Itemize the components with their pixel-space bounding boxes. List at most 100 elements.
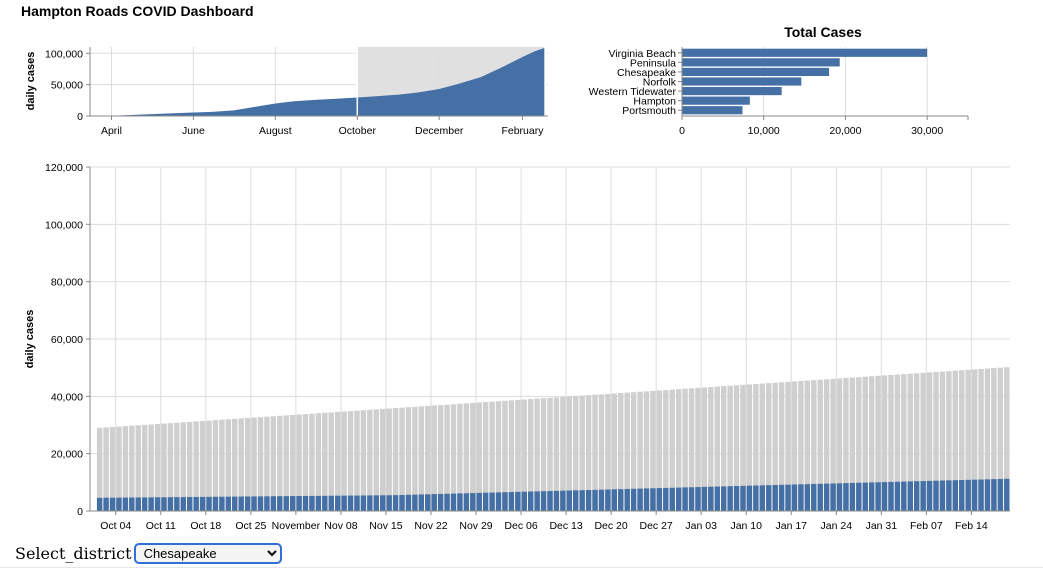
x-tick-label: Oct 04 — [100, 520, 131, 532]
total-cases-bar — [334, 411, 341, 511]
district-cases-bar — [875, 482, 881, 511]
district-cases-bar — [708, 486, 714, 511]
district-cases-bar — [347, 495, 354, 511]
district-cases-bar — [109, 497, 116, 511]
total-cases-bar — [277, 415, 283, 511]
total-cases-bar — [862, 376, 868, 511]
district-cases-bar — [991, 479, 997, 511]
bar-chesapeake — [682, 67, 830, 77]
x-tick-label: Dec 20 — [594, 520, 627, 532]
total-cases-bar — [309, 413, 315, 511]
x-tick-label: April — [101, 125, 122, 137]
total-cases-bar — [232, 418, 238, 511]
district-cases-bar — [926, 480, 933, 511]
x-tick-label: Nov 15 — [369, 520, 402, 532]
district-cases-bar — [830, 483, 836, 511]
district-cases-bar — [502, 492, 508, 511]
district-cases-bar — [244, 496, 251, 511]
total-cases-bar — [669, 389, 675, 511]
total-cases-bar — [772, 382, 778, 511]
y-tick-label: 100,000 — [45, 48, 83, 60]
total-cases-bar — [129, 425, 135, 511]
district-cases-bar — [669, 487, 675, 511]
daily-detail-chart: daily cases 0 20,000 40,000 60,000 80,000 100… — [24, 162, 1010, 532]
x-tick-label: 0 — [679, 125, 685, 137]
total-cases-bar — [650, 390, 656, 511]
district-cases-bar — [463, 493, 470, 511]
page-divider — [0, 567, 1043, 568]
total-cases-bar — [843, 377, 849, 511]
total-cases-bar — [624, 392, 630, 511]
district-cases-bar — [508, 492, 515, 511]
total-cases-bar — [289, 414, 296, 511]
district-cases-bar — [611, 489, 618, 511]
district-control: Select_district Chesapeake — [15, 542, 282, 564]
total-cases-bar — [141, 424, 148, 511]
total-cases-bar — [946, 371, 952, 511]
total-cases-bar — [508, 400, 515, 511]
district-cases-bar — [425, 494, 431, 511]
total-cases-bar — [367, 409, 373, 511]
total-cases-bar — [193, 421, 199, 511]
total-cases-bar — [759, 383, 766, 511]
district-cases-bar — [392, 495, 399, 511]
bar-portsmouth — [682, 106, 743, 115]
district-cases-bar — [778, 484, 785, 511]
district-cases-bar — [682, 487, 688, 511]
district-cases-bar — [354, 495, 360, 511]
district-cases-bar — [766, 485, 772, 511]
district-cases-bar — [939, 480, 946, 511]
x-tick-label: Dec 27 — [640, 520, 673, 532]
bar-virginia-beach — [682, 48, 928, 57]
total-cases-bar — [251, 417, 257, 511]
total-cases-bar — [212, 420, 219, 511]
x-tick-label: August — [259, 125, 292, 137]
x-tick-label: Jan 10 — [730, 520, 762, 532]
total-cases-bar — [573, 396, 579, 511]
cumulative-cases-area — [90, 47, 546, 116]
total-cases-bar — [502, 400, 508, 511]
total-cases-bar — [836, 378, 843, 511]
total-cases-bar — [96, 427, 103, 511]
district-cases-bar — [489, 492, 495, 511]
district-cases-bar — [341, 495, 347, 511]
district-cases-bar — [605, 489, 611, 511]
category-label: Western Tidewater — [589, 86, 677, 98]
total-cases-bar — [708, 387, 714, 511]
total-cases-bar — [412, 406, 418, 511]
total-cases-bar — [463, 403, 470, 511]
district-cases-bar — [534, 491, 540, 511]
x-tick-label: 20,000 — [829, 125, 861, 137]
total-cases-bar — [888, 374, 894, 511]
district-cases-bar — [315, 495, 322, 511]
total-cases-bar — [122, 426, 129, 511]
total-cases-bar — [167, 423, 174, 511]
total-cases-bar — [714, 386, 720, 511]
total-cases-bar — [154, 423, 161, 511]
district-cases-bar — [476, 492, 482, 511]
district-cases-bar — [334, 495, 341, 511]
total-cases-bar — [605, 393, 611, 511]
district-cases-bar — [412, 494, 418, 511]
total-cases-bar — [611, 393, 618, 511]
district-cases-bar — [573, 490, 579, 511]
district-select[interactable]: Chesapeake — [133, 542, 282, 564]
district-cases-bar — [856, 482, 862, 511]
total-cases-bar — [695, 387, 701, 511]
district-cases-bar — [811, 483, 817, 511]
total-cases-bar — [984, 368, 991, 511]
district-cases-bar — [482, 492, 489, 511]
district-cases-bar — [817, 483, 823, 511]
district-cases-bar — [1004, 478, 1010, 511]
total-cases-bar — [811, 380, 817, 511]
overview-chart[interactable]: daily cases 0 50,000 100,000 April June Augus… — [25, 47, 548, 137]
district-cases-bar — [978, 479, 984, 511]
total-cases-bar — [495, 401, 502, 511]
total-cases-bar — [457, 403, 463, 511]
district-cases-bar — [367, 495, 373, 511]
total-cases-bar — [476, 402, 482, 511]
district-cases-bar — [952, 480, 959, 511]
district-cases-bar — [746, 485, 753, 511]
district-cases-bar — [277, 496, 283, 511]
